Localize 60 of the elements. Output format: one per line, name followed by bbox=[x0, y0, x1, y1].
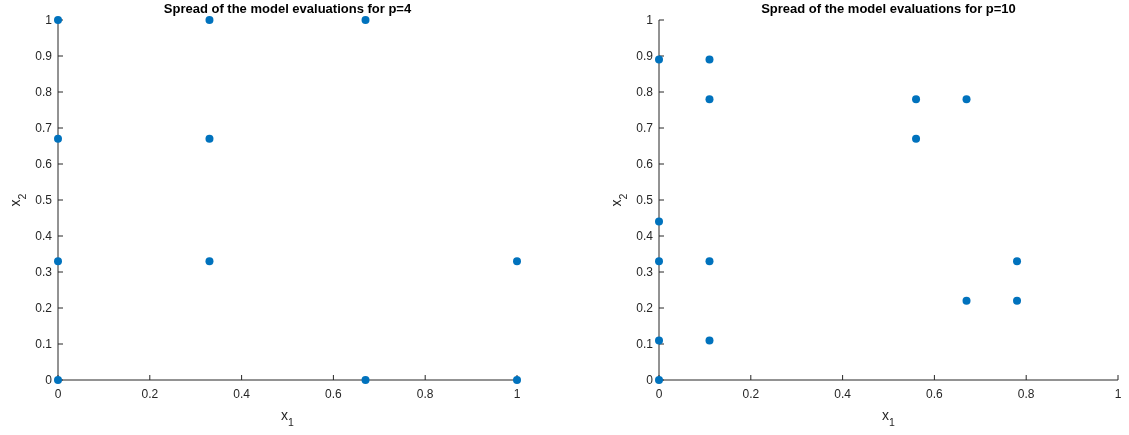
x-axis-title: x$_{1}$ bbox=[882, 407, 896, 428]
y-tick-label: 0 bbox=[646, 373, 654, 387]
y-tick-label: 0.4 bbox=[35, 229, 53, 243]
x-tick-label: 0.2 bbox=[141, 387, 159, 401]
point bbox=[655, 217, 663, 226]
x-tick-label: 0 bbox=[655, 387, 663, 401]
y-tick-label: 0.3 bbox=[636, 265, 654, 279]
point bbox=[54, 257, 62, 266]
y-tick-label: 0 bbox=[45, 373, 53, 387]
point bbox=[54, 134, 62, 143]
x-tick-label: 1 bbox=[513, 387, 521, 401]
y-tick-label: 0.9 bbox=[636, 49, 654, 63]
point bbox=[1013, 296, 1022, 305]
x-tick-label: 0.4 bbox=[834, 387, 852, 401]
chart-title: Spread of the model evaluations for p=4 bbox=[163, 1, 412, 16]
point bbox=[361, 16, 370, 24]
x-tick-label: 0.6 bbox=[926, 387, 944, 401]
chart-title: Spread of the model evaluations for p=10 bbox=[761, 1, 1016, 16]
point bbox=[912, 95, 921, 104]
point bbox=[705, 55, 714, 64]
x-tick-label: 0.8 bbox=[1017, 387, 1035, 401]
point bbox=[705, 95, 714, 104]
point bbox=[705, 257, 714, 266]
x-axis-title: x$_{1}$ bbox=[281, 407, 295, 428]
y-tick-label: 0.8 bbox=[35, 85, 53, 99]
point bbox=[655, 336, 663, 345]
y-tick-label: 0.5 bbox=[636, 193, 654, 207]
y-tick-label: 1 bbox=[646, 13, 654, 27]
x-tick-label: 1 bbox=[1114, 387, 1122, 401]
point bbox=[705, 336, 714, 345]
y-tick-label: 0.1 bbox=[35, 337, 53, 351]
point bbox=[205, 257, 214, 266]
y-tick-label: 0.7 bbox=[636, 121, 654, 135]
y-tick-label: 0.2 bbox=[636, 301, 654, 315]
point bbox=[962, 95, 971, 104]
point bbox=[962, 296, 971, 305]
x-tick-label: 0.6 bbox=[325, 387, 343, 401]
y-tick-label: 0.9 bbox=[35, 49, 53, 63]
point bbox=[655, 257, 663, 266]
x-tick-label: 0.8 bbox=[416, 387, 434, 401]
y-tick-label: 1 bbox=[45, 13, 53, 27]
point bbox=[655, 55, 663, 64]
point bbox=[912, 134, 921, 143]
y-tick-label: 0.8 bbox=[636, 85, 654, 99]
x-tick-label: 0.2 bbox=[742, 387, 760, 401]
y-tick-label: 0.4 bbox=[636, 229, 654, 243]
y-tick-label: 0.6 bbox=[636, 157, 654, 171]
point bbox=[205, 134, 214, 143]
y-tick-label: 0.7 bbox=[35, 121, 53, 135]
x-tick-label: 0 bbox=[54, 387, 62, 401]
point bbox=[361, 376, 370, 384]
point bbox=[1013, 257, 1022, 266]
y-tick-label: 0.3 bbox=[35, 265, 53, 279]
y-tick-label: 0.5 bbox=[35, 193, 53, 207]
point bbox=[205, 16, 214, 24]
y-tick-label: 0.2 bbox=[35, 301, 53, 315]
y-tick-label: 0.6 bbox=[35, 157, 53, 171]
point bbox=[513, 257, 521, 266]
y-tick-label: 0.1 bbox=[636, 337, 654, 351]
x-tick-label: 0.4 bbox=[233, 387, 251, 401]
